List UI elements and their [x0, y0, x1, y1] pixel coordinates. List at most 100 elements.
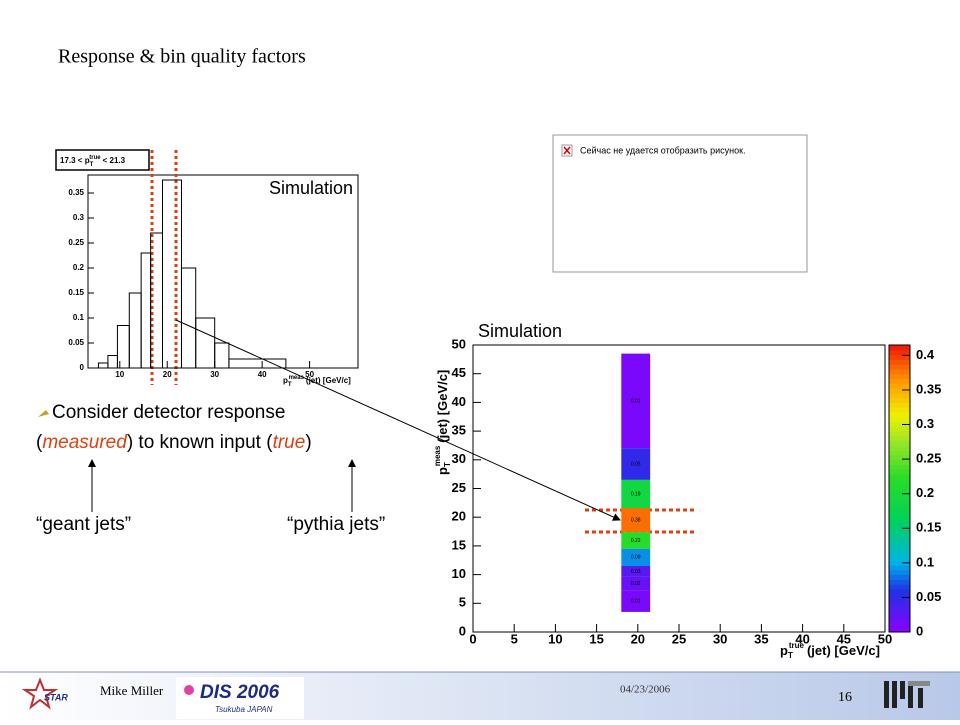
colorbar-segment: [889, 560, 910, 566]
cell-label: 0.19: [631, 491, 641, 497]
colorbar-segment: [889, 565, 910, 571]
colorbar-segment: [889, 411, 910, 418]
bullet-text: Consider detector response: [52, 402, 285, 423]
colorbar-segment: [889, 455, 910, 461]
colorbar-segment: [889, 378, 910, 384]
colorbar-segment: [889, 536, 910, 542]
colorbar-segment: [889, 435, 910, 442]
y-tick-label: 10: [452, 566, 466, 581]
cell-label: 0.22: [631, 538, 641, 544]
broken-image: [552, 134, 808, 273]
colorbar-tick-label: 0.2: [916, 485, 934, 500]
colorbar-tick-label: 0.35: [916, 381, 941, 396]
colorbar-segment: [889, 593, 910, 600]
heatmap-cell: [621, 576, 651, 591]
colorbar-segment: [889, 550, 910, 556]
y-tick-label: 40: [452, 394, 466, 409]
star-logo: [21, 677, 59, 710]
text-part: measured: [42, 432, 128, 453]
cell-label: 0.09: [631, 555, 641, 561]
colorbar-segment: [889, 488, 910, 494]
colorbar-segment: [889, 603, 910, 609]
connector-arrow: [175, 319, 621, 521]
colorbar-segment: [889, 354, 910, 360]
cell-label: 0.05: [631, 461, 641, 467]
heatmap-cell: [621, 353, 651, 449]
x-tick-label: 45: [837, 631, 851, 646]
histogram-bar: [214, 342, 230, 369]
plot-label: Simulation: [478, 321, 562, 341]
legend-part: 17.3 < p: [60, 156, 90, 165]
histogram-bar: [195, 317, 216, 369]
colorbar-segment: [889, 541, 910, 547]
label-part: p: [435, 467, 450, 475]
x-tick-label: 40: [258, 370, 267, 379]
star-logo-text: STAR: [44, 692, 68, 702]
text-part: (: [36, 432, 43, 453]
y-tick-label: 35: [452, 423, 466, 438]
y-tick-label: 0: [459, 623, 466, 638]
author: Mike Miller: [100, 683, 164, 698]
histogram-bar: [116, 325, 130, 369]
colorbar-segment: [889, 498, 910, 504]
plot-frame: [472, 344, 886, 633]
colorbar-segment: [889, 421, 910, 427]
footer-bar: [0, 672, 960, 720]
colorbar-segment: [889, 598, 910, 604]
colorbar-segment: [889, 416, 910, 423]
dis-logo: [176, 677, 304, 719]
y-tick-label: 0.3: [73, 213, 85, 222]
colorbar-segment: [889, 368, 910, 375]
colorbar-segment: [889, 493, 910, 499]
histogram-bar: [97, 362, 109, 369]
colorbar-segment: [889, 512, 910, 518]
legend-box: [55, 149, 150, 171]
label-part: (jet) [GeV/c]: [306, 376, 351, 385]
x-axis-label: pTtrue (jet) [GeV/c]: [780, 641, 880, 660]
y-axis-label: pTmeas (jet) [GeV/c]: [433, 370, 452, 475]
heatmap-cell: [621, 590, 651, 612]
colorbar-segment: [889, 526, 910, 533]
colorbar-segment: [889, 574, 910, 580]
text-part: ) to known input (: [127, 432, 273, 453]
x-tick-label: 15: [589, 631, 603, 646]
colorbar-segment: [889, 531, 910, 537]
x-tick-label: 50: [305, 370, 314, 379]
colorbar-tick-label: 0.4: [916, 347, 935, 362]
y-tick-label: 45: [452, 365, 466, 380]
x-tick-label: 50: [878, 631, 892, 646]
colorbar-segment: [889, 445, 910, 451]
colorbar-segment: [889, 464, 910, 470]
y-tick-label: 30: [452, 451, 466, 466]
cell-label: 0.02: [631, 581, 641, 587]
x-axis-label: pTmeas (jet) [GeV/c]: [283, 375, 351, 388]
legend-part: T: [90, 162, 94, 168]
label-part: meas: [433, 445, 442, 466]
y-tick-label: 25: [452, 480, 466, 495]
colorbar-segment: [889, 426, 910, 432]
x-tick-label: 20: [163, 370, 172, 379]
colorbar-segment: [889, 502, 910, 509]
slide-title: Response & bin quality factors: [58, 46, 306, 68]
broken-image-text: Сейчас не удается отобразить рисунок.: [580, 145, 746, 155]
legend-text: 17.3 < pTtrue < 21.3: [60, 155, 126, 168]
colorbar-segment: [889, 478, 910, 485]
colorbar-segment: [889, 483, 910, 489]
x-tick-label: 25: [672, 631, 686, 646]
label-part: T: [788, 651, 793, 660]
colorbar-segment: [889, 397, 910, 403]
label-part: true: [789, 641, 805, 650]
x-tick-label: 30: [210, 370, 219, 379]
y-tick-label: 5: [459, 595, 466, 610]
y-tick-label: 0.35: [68, 188, 84, 197]
y-tick-label: 0.05: [68, 338, 84, 347]
colorbar-segment: [889, 345, 910, 351]
colorbar-segment: [889, 474, 910, 480]
x-tick-label: 30: [713, 631, 727, 646]
histogram-bar: [161, 179, 182, 369]
colorbar-segment: [889, 622, 910, 628]
dis-flower: [184, 685, 194, 695]
mit-logo: [884, 681, 930, 708]
